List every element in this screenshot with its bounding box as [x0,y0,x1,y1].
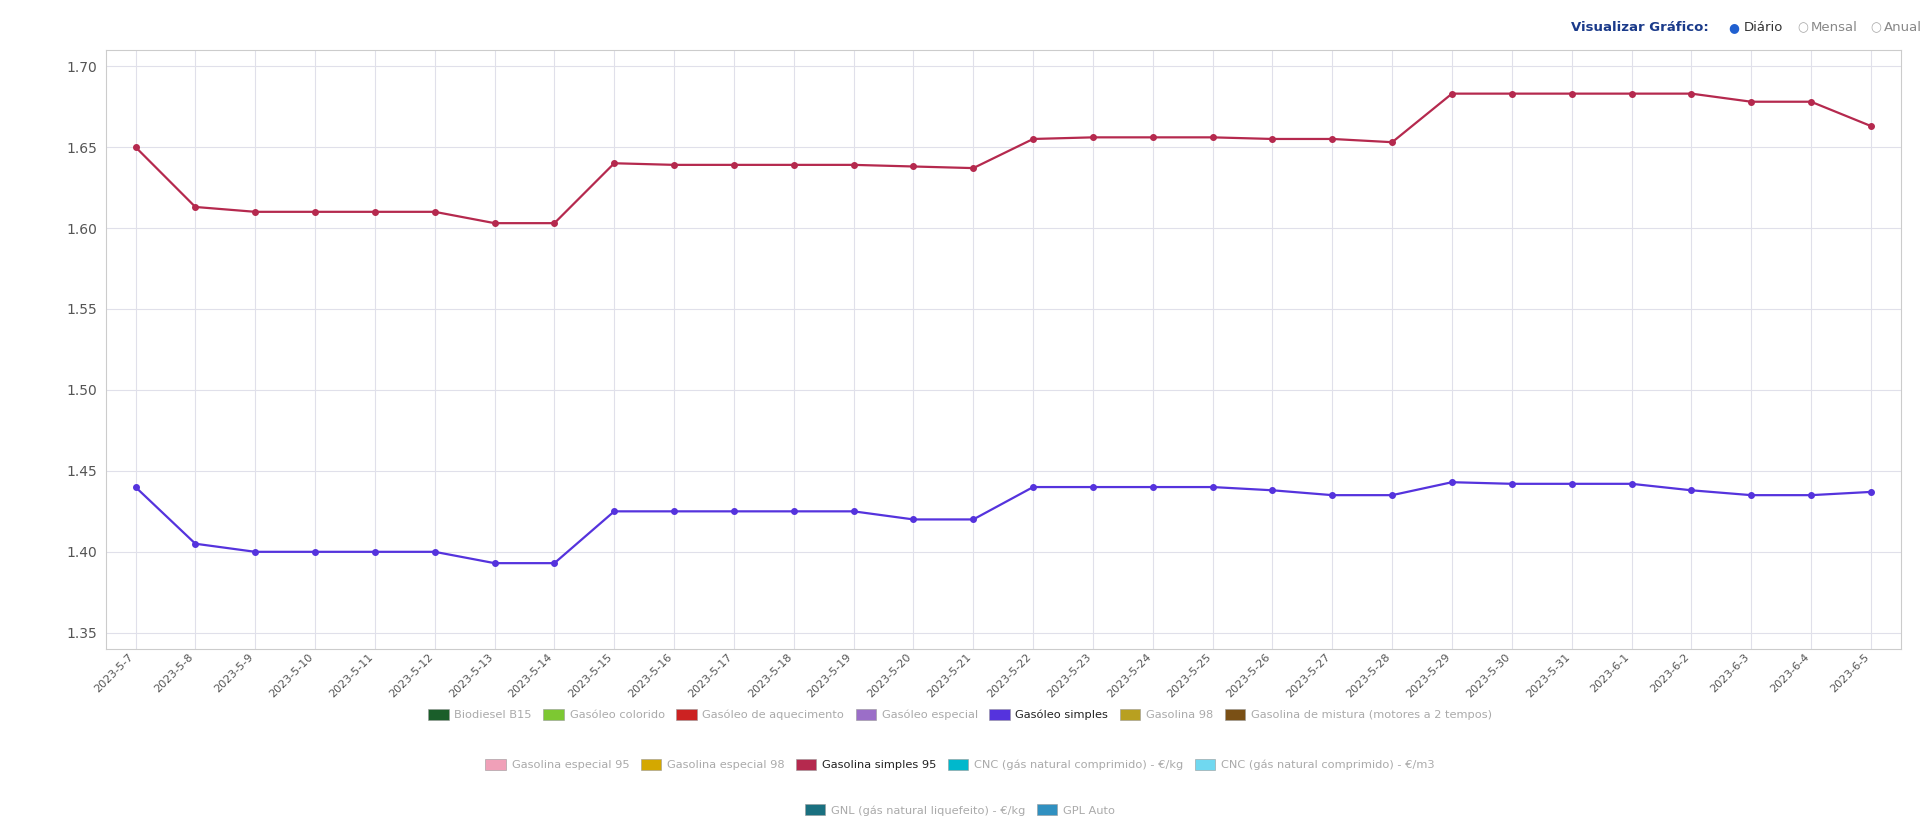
Text: Diário: Diário [1743,21,1784,34]
Text: ○: ○ [1870,21,1882,34]
Text: Mensal: Mensal [1811,21,1857,34]
Text: Anual: Anual [1884,21,1920,34]
Text: ●: ● [1728,21,1740,34]
Text: Visualizar Gráfico:: Visualizar Gráfico: [1571,21,1709,34]
Legend: GNL (gás natural liquefeito) - €/kg, GPL Auto: GNL (gás natural liquefeito) - €/kg, GPL… [804,805,1116,815]
Text: ○: ○ [1797,21,1809,34]
